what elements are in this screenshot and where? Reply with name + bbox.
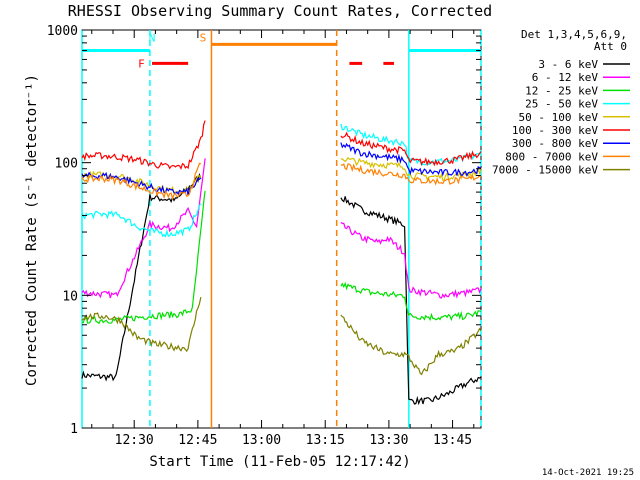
x-tick-label: 13:15 — [306, 433, 345, 448]
y-tick-label: 1 — [70, 422, 78, 437]
timestamp: 14-Oct-2021 19:25 — [542, 468, 634, 478]
flag-marker-label: N — [149, 31, 156, 44]
legend-label-25-50-kev: 25 - 50 keV — [525, 98, 598, 111]
flag-marker-label: S — [200, 31, 207, 44]
chart-title: RHESSI Observing Summary Count Rates, Co… — [68, 2, 492, 20]
series-line-50-100-kev — [340, 156, 482, 181]
legend-label-7000-15000-kev: 7000 - 15000 keV — [492, 164, 598, 177]
x-tick-label: 13:45 — [433, 433, 472, 448]
series-line-12-25-kev — [340, 281, 482, 322]
x-tick-label: 13:30 — [369, 433, 408, 448]
series-line-6-12-kev — [81, 158, 206, 299]
x-axis-label: Start Time (11-Feb-05 12:17:42) — [149, 454, 410, 470]
axes-layer: 12:30 12:45 13:00 13:15 13:30 13:45 1 10 100 1000 — [47, 24, 481, 448]
y-tick-label: 100 — [55, 157, 78, 172]
series-line-800-7000-kev — [81, 162, 202, 201]
series-line-25-50-kev — [81, 203, 202, 238]
series-line-800-7000-kev — [340, 163, 482, 186]
annotation-layer: NF S — [81, 30, 482, 428]
legend-header: Det 1,3,4,5,6,9, — [521, 28, 627, 41]
legend-label-50-100-kev: 50 - 100 keV — [519, 111, 599, 124]
y-tick-label: 10 — [62, 289, 78, 304]
series-line-12-25-kev — [81, 190, 206, 325]
series-line-7000-15000-kev — [340, 314, 482, 376]
series-line-3-6-kev — [81, 172, 202, 382]
x-tick-label: 12:30 — [115, 433, 154, 448]
series-line-300-800-kev — [340, 142, 482, 177]
series-line-3-6-kev — [340, 196, 482, 406]
y-axis-label: Corrected Count Rate (s⁻¹ detector⁻¹) — [24, 74, 40, 386]
series-line-7000-15000-kev — [81, 296, 202, 353]
x-tick-label: 13:00 — [242, 433, 281, 448]
x-tick-label: 12:45 — [178, 433, 217, 448]
legend-label-6-12-kev: 6 - 12 keV — [532, 71, 599, 84]
series-line-300-800-kev — [81, 171, 202, 196]
series-line-25-50-kev — [340, 123, 482, 166]
legend-label-3-6-kev: 3 - 6 keV — [538, 58, 598, 71]
series-line-100-300-kev — [340, 131, 482, 167]
series-layer — [81, 120, 482, 406]
series-line-100-300-kev — [81, 120, 206, 171]
y-tick-label: 1000 — [47, 24, 78, 39]
series-line-6-12-kev — [340, 221, 482, 299]
legend-label-800-7000-kev: 800 - 7000 keV — [505, 150, 598, 163]
legend-label-12-25-kev: 12 - 25 keV — [525, 84, 598, 97]
legend-label-100-300-kev: 100 - 300 keV — [512, 124, 598, 137]
flag-marker-label: F — [138, 57, 145, 70]
legend-label-300-800-kev: 300 - 800 keV — [512, 137, 598, 150]
legend-header: Att 0 — [594, 40, 627, 53]
